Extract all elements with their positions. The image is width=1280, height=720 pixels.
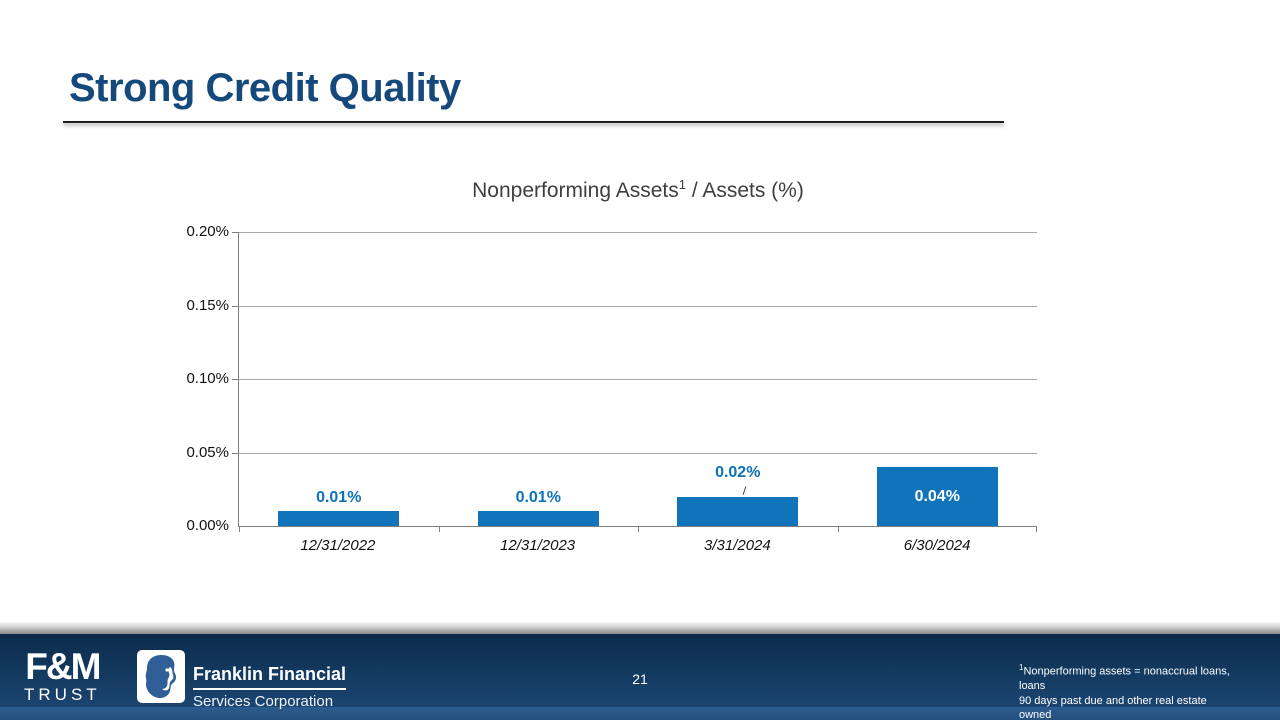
- y-axis-label: 0.00%: [186, 517, 229, 534]
- bar-group: 0.01%: [439, 232, 639, 526]
- x-axis-label: 12/31/2022: [300, 537, 376, 554]
- x-axis-tick: [239, 526, 240, 532]
- bar: 0.04%: [876, 467, 998, 526]
- fm-trust-monogram: F&M: [25, 646, 101, 687]
- franklin-profile-icon: [145, 655, 176, 698]
- bar-value-label: 0.01%: [515, 489, 561, 506]
- footnote-line2: 90 days past due and other real estate o…: [1019, 694, 1207, 720]
- footnote-superscript: 1: [1019, 663, 1024, 672]
- y-axis-tick: [232, 305, 239, 307]
- bar: [477, 511, 599, 526]
- chart-title-rest: / Assets (%): [685, 179, 804, 202]
- x-axis-labels: 12/31/2022 12/31/2023 3/31/2024 6/30/202…: [238, 537, 1037, 554]
- bar-chart-plot-area: 0.20% 0.15% 0.10% 0.05% 0.00% 0.01% 0.01…: [186, 224, 1037, 534]
- page-number: 21: [632, 671, 648, 687]
- chart-title-superscript: 1: [678, 177, 686, 192]
- bar-value-label: 0.02%: [715, 464, 761, 481]
- y-axis-label: 0.05%: [186, 443, 229, 461]
- gridline: [239, 305, 1037, 307]
- bar-group: 0.04%: [838, 232, 1038, 526]
- page-title: Strong Credit Quality: [69, 66, 461, 110]
- bar-group: 0.02%: [638, 232, 838, 526]
- footer-bottom-strip: [0, 707, 1280, 720]
- bar: [677, 497, 799, 526]
- franklin-financial-icon: [137, 650, 185, 703]
- franklin-financial-subname: Services Corporation: [193, 693, 334, 710]
- x-axis-tick: [438, 526, 440, 532]
- bar-series: 0.01% 0.01% 0.02% 0.04%: [239, 232, 1037, 526]
- footnote: 1Nonperforming assets = nonaccrual loans…: [1019, 663, 1237, 720]
- chart-title-main: Nonperforming Assets: [472, 179, 679, 202]
- chart-title: Nonperforming Assets1 / Assets (%): [208, 177, 1068, 203]
- franklin-financial-logo: Franklin Financial Services Corporation: [193, 664, 347, 710]
- x-axis-tick: [837, 526, 839, 532]
- footnote-line1: Nonperforming assets = nonaccrual loans,…: [1019, 665, 1230, 693]
- bar-value-label: 0.04%: [914, 487, 960, 505]
- fm-trust-wordmark: TRUST: [24, 685, 101, 704]
- x-axis-label: 6/30/2024: [903, 537, 971, 554]
- gridline: [239, 232, 1037, 233]
- x-axis-label: 3/31/2024: [704, 537, 771, 554]
- franklin-financial-name: Franklin Financial: [193, 664, 347, 690]
- bar-group: 0.01%: [239, 232, 439, 526]
- bar: [278, 511, 400, 526]
- y-axis-label: 0.15%: [186, 296, 229, 314]
- footer-background: [0, 634, 1280, 707]
- title-divider: [63, 121, 1004, 123]
- y-axis-label: 0.20%: [186, 223, 229, 240]
- y-axis-tick: [232, 452, 239, 454]
- x-axis-tick: [1036, 526, 1037, 532]
- bar-value-label: 0.01%: [316, 489, 362, 506]
- y-axis-label: 0.10%: [186, 370, 229, 387]
- x-axis-tick: [638, 526, 639, 532]
- label-leader-line: [742, 486, 747, 495]
- fm-trust-logo: F&M TRUST: [24, 646, 101, 704]
- gridline: [239, 379, 1037, 380]
- gridline: [239, 452, 1037, 454]
- y-axis-tick: [232, 232, 239, 233]
- y-axis-tick: [232, 379, 239, 380]
- x-axis-label: 12/31/2023: [500, 537, 576, 554]
- footer-metallic-bar: [0, 622, 1280, 634]
